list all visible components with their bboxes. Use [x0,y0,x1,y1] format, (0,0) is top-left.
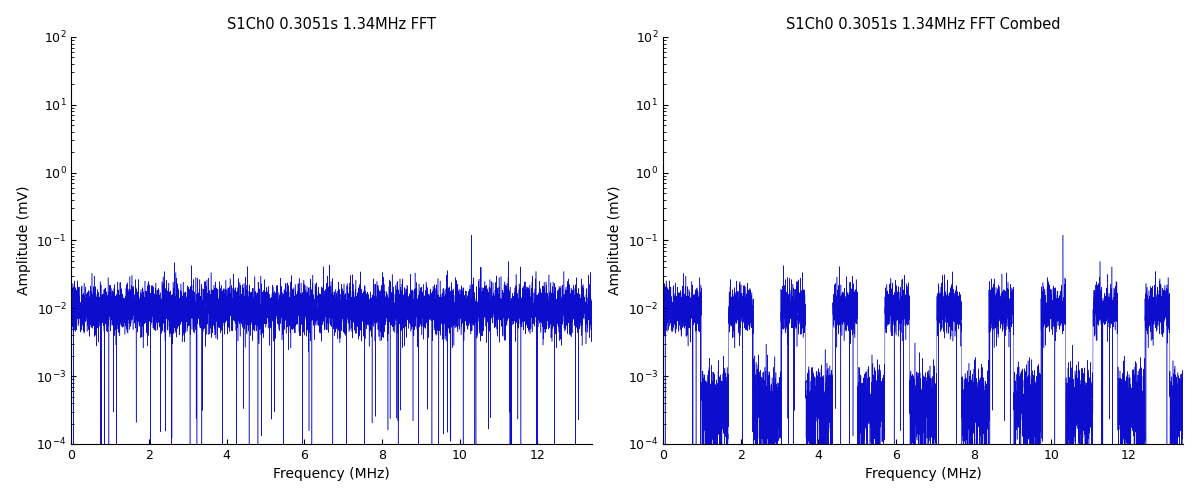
Y-axis label: Amplitude (mV): Amplitude (mV) [17,186,31,295]
Y-axis label: Amplitude (mV): Amplitude (mV) [608,186,623,295]
Title: S1Ch0 0.3051s 1.34MHz FFT: S1Ch0 0.3051s 1.34MHz FFT [227,16,436,32]
Title: S1Ch0 0.3051s 1.34MHz FFT Combed: S1Ch0 0.3051s 1.34MHz FFT Combed [786,16,1061,32]
X-axis label: Frequency (MHz): Frequency (MHz) [274,467,390,482]
X-axis label: Frequency (MHz): Frequency (MHz) [865,467,982,482]
